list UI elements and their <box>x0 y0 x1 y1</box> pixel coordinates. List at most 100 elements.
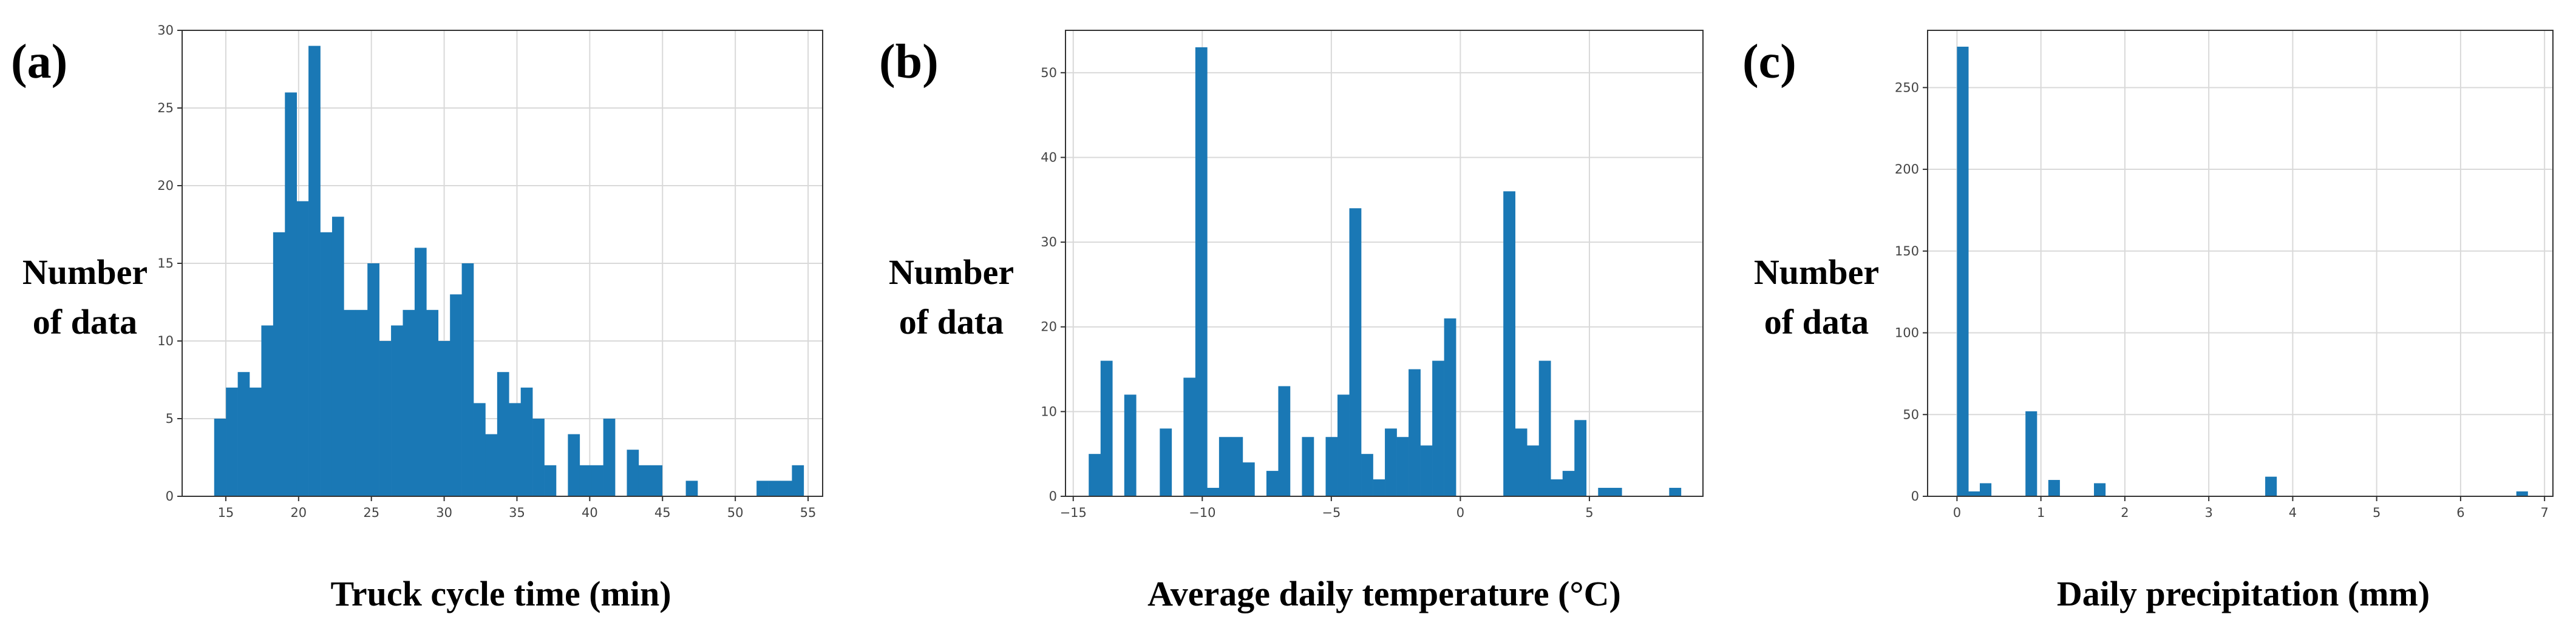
panel-b-xtick-label: 5 <box>1585 505 1593 520</box>
panel-c-xtick-label: 4 <box>2289 505 2297 520</box>
panel-b-xlabel: Average daily temperature (°C) <box>1147 574 1621 613</box>
panel-b-bar <box>1515 428 1528 496</box>
panel-b-bar <box>1551 479 1563 496</box>
panel-b-ytick-label: 20 <box>1041 320 1057 334</box>
panel-c-xtick-label: 6 <box>2456 505 2464 520</box>
panel-c-ytick-label: 150 <box>1895 244 1919 258</box>
panel-b-bar <box>1420 445 1433 496</box>
panel-b-bar <box>1089 454 1101 496</box>
panel-b-ytick-label: 50 <box>1041 66 1057 80</box>
panel-a-xtick-label: 50 <box>727 505 744 520</box>
panel-b-bar <box>1598 488 1611 496</box>
panel-a-bar <box>250 387 262 496</box>
panel-a-xlabel: Truck cycle time (min) <box>330 574 671 613</box>
panel-a-ytick-label: 0 <box>166 489 174 504</box>
panel-c-xlabel: Daily precipitation (mm) <box>2057 574 2430 613</box>
panel-c-bar <box>2048 480 2060 496</box>
panel-a-xtick-label: 20 <box>290 505 307 520</box>
panel-c-ylabel-line1: Number <box>1754 252 1879 292</box>
panel-a-xtick-label: 40 <box>582 505 598 520</box>
panel-a-ytick-label: 5 <box>166 411 174 426</box>
panel-b-bar <box>1302 437 1314 496</box>
panel-a-ylabel-line2: of data <box>33 302 137 342</box>
panel-b-bar <box>1207 488 1220 496</box>
panel-a-xtick-label: 25 <box>363 505 379 520</box>
panel-a-bar <box>792 465 804 496</box>
panel-a-plot: 15 20 25 30 35 40 45 50 55 0 5 10 15 20 25 30 <box>157 23 823 520</box>
panel-c-plot: 0 1 2 3 4 5 6 7 0 50 100 150 200 250 <box>1895 30 2554 520</box>
panel-c-bar <box>2265 476 2277 496</box>
panel-a-bar <box>285 92 297 496</box>
panel-c-ytick-label: 0 <box>1911 489 1919 504</box>
panel-a: (a) Number of data 15 20 25 30 35 40 45 50 55051… <box>11 23 823 613</box>
panel-a-bar <box>367 263 379 496</box>
panel-b-ytick-label: 30 <box>1041 235 1057 249</box>
panel-a-label: (a) <box>11 35 67 89</box>
panel-a-bar <box>450 294 462 496</box>
panel-b-ytick-label: 0 <box>1049 489 1057 504</box>
panel-b-bar <box>1183 377 1196 496</box>
panel-b-bar <box>1349 208 1362 496</box>
panel-a-xtick-label: 35 <box>509 505 525 520</box>
panel-b-bar <box>1444 318 1456 496</box>
panel-b-bar <box>1409 369 1421 496</box>
panel-a-bar <box>532 419 545 496</box>
panel-a-bar <box>509 403 522 496</box>
panel-a-ytick-label: 10 <box>157 334 174 348</box>
panel-b-xtick-label: −5 <box>1322 505 1341 520</box>
panel-a-ytick-label: 15 <box>157 256 174 271</box>
panel-a-bar <box>474 403 486 496</box>
panel-a-bar <box>391 325 403 496</box>
panel-a-bar <box>579 465 592 496</box>
panel-a-bar <box>355 309 368 496</box>
panel-a-bar <box>237 372 250 496</box>
panel-a-bar <box>414 248 427 496</box>
panel-b-xtick-label: −15 <box>1060 505 1087 520</box>
panel-a-bar <box>426 309 439 496</box>
panel-b-bar <box>1242 462 1255 496</box>
panel-b-bar <box>1574 420 1587 496</box>
panel-a-bar <box>331 217 344 496</box>
panel-c-bar <box>2094 483 2106 496</box>
panel-a-bar <box>780 481 792 496</box>
panel-b-bar <box>1562 471 1575 496</box>
panel-c-axes-frame <box>1927 30 2554 497</box>
panel-b-xtick-label: −10 <box>1189 505 1215 520</box>
panel-a-bar <box>461 263 474 496</box>
panel-a-bar <box>638 465 651 496</box>
panel-c-xtick-label: 3 <box>2204 505 2212 520</box>
panel-a-ytick-label: 30 <box>157 23 174 38</box>
panel-b-bar <box>1278 386 1291 496</box>
panel-b-bar <box>1100 360 1113 496</box>
panel-b-bar <box>1432 360 1444 496</box>
panel-b-ytick-label: 10 <box>1041 404 1057 419</box>
panel-b-bar <box>1373 479 1385 496</box>
panel-a-xtick-label: 45 <box>654 505 671 520</box>
panel-a-ytick-label: 25 <box>157 101 174 115</box>
panel-b-bar <box>1396 437 1409 496</box>
panel-c-bar <box>1957 46 1969 496</box>
panel-b-bar <box>1527 445 1540 496</box>
panel-a-bar <box>568 434 580 496</box>
panel-b-bar <box>1385 428 1397 496</box>
panel-b-bar <box>1337 394 1350 496</box>
panel-a-bar <box>591 465 603 496</box>
panel-a-bar <box>379 341 392 496</box>
panel-b-bar <box>1266 471 1279 496</box>
panel-c-ytick-label: 250 <box>1895 80 1919 95</box>
panel-b-ylabel-line1: Number <box>889 252 1014 292</box>
panel-a-bar <box>603 419 616 496</box>
panel-c-bar <box>1979 483 1992 496</box>
panel-a-bar <box>627 450 639 496</box>
panel-a-bar <box>296 201 309 496</box>
panel-a-xtick-label: 15 <box>218 505 234 520</box>
panel-c-xtick-label: 2 <box>2121 505 2129 520</box>
panel-c-xtick-label: 0 <box>1953 505 1961 520</box>
panel-b-ylabel-line2: of data <box>899 302 1004 342</box>
panel-b-bar <box>1124 394 1137 496</box>
panel-a-ytick-label: 20 <box>157 178 174 193</box>
panel-b-label: (b) <box>879 35 939 89</box>
panel-c-ylabel-line2: of data <box>1764 302 1869 342</box>
panel-a-bar <box>685 481 698 496</box>
